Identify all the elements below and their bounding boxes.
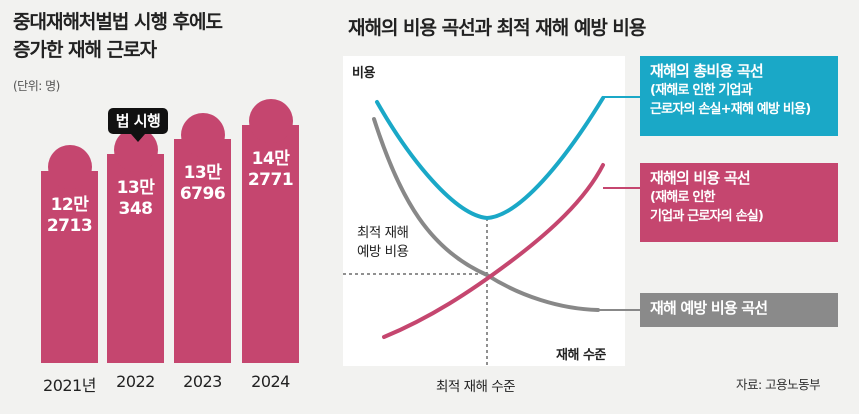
loss-cost-sub1: (재해로 인한	[650, 190, 715, 205]
optimal-cost-line1: 최적 재해	[357, 225, 409, 241]
bar-value-line2: 6796	[179, 183, 226, 204]
left-title-line1: 중대재해처벌법 시행 후에도	[13, 11, 223, 33]
bar-0	[41, 171, 98, 363]
total-cost-sub1: (재해로 인한 기업과	[650, 83, 753, 98]
prevention-cost-curve	[372, 117, 600, 312]
x-axis-label: 재해 수준	[556, 348, 606, 363]
law-badge: 법 시행	[108, 108, 168, 134]
bar-value-line2: 348	[118, 198, 154, 219]
loss-cost-title: 재해의 비용 곡선	[650, 169, 751, 187]
optimal-cost-label: 최적 재해 예방 비용	[357, 224, 409, 262]
source-label: 자료: 고용노동부	[736, 377, 821, 392]
bar-head-3	[248, 99, 293, 143]
year-label: 2022	[116, 372, 155, 391]
bar-value-line1: 14만	[251, 149, 290, 169]
optimal-cost-line2: 예방 비용	[357, 244, 409, 260]
year-label: 2024	[251, 372, 290, 391]
total-cost-curve	[375, 96, 605, 221]
bar-value-label: 12만 2713	[41, 195, 98, 237]
optimal-level-label: 최적 재해 수준	[436, 379, 516, 395]
bar-value-line1: 13만	[116, 177, 155, 198]
law-badge-pointer	[131, 134, 145, 142]
year-label: 2023	[183, 372, 222, 391]
bar-head-0	[47, 145, 92, 190]
total-cost-sub2: 근로자의 손실+재해 예방 비용)	[650, 102, 811, 117]
bar-value-line2: 2713	[46, 216, 93, 237]
prevention-cost-title: 재해 예방 비용 곡선	[650, 299, 768, 317]
year-label: 2021년	[43, 376, 96, 395]
left-title: 중대재해처벌법 시행 후에도 증가한 재해 근로자	[13, 8, 223, 64]
loss-cost-legend: 재해의 비용 곡선 (재해로 인한 기업과 근로자의 손실)	[640, 163, 838, 242]
bar-value-line1: 12만	[50, 195, 89, 216]
loss-cost-sub2: 기업과 근로자의 손실)	[650, 209, 764, 224]
bar-value-line2: 2771	[247, 170, 294, 190]
unit-label: (단위: 명)	[13, 79, 60, 93]
y-axis-label: 비용	[352, 66, 375, 81]
bar-value-label: 13만 6796	[174, 163, 231, 205]
prevention-cost-legend: 재해 예방 비용 곡선	[640, 293, 838, 327]
plot-area	[343, 56, 625, 366]
loss-cost-curve	[382, 163, 605, 339]
bar-value-label: 14만 2771	[242, 149, 299, 191]
bar-head-2	[180, 112, 225, 157]
bar-2	[174, 138, 231, 363]
total-cost-title: 재해의 총비용 곡선	[650, 62, 764, 80]
bar-3	[242, 125, 299, 363]
right-title: 재해의 비용 곡선과 최적 재해 예방 비용	[348, 17, 646, 39]
bar-value-line1: 13만	[183, 162, 222, 183]
bar-1	[107, 153, 164, 363]
left-title-line2: 증가한 재해 근로자	[13, 39, 157, 61]
bar-value-label: 13만 348	[107, 178, 164, 220]
total-cost-legend: 재해의 총비용 곡선 (재해로 인한 기업과 근로자의 손실+재해 예방 비용)	[640, 56, 838, 136]
law-badge-label: 법 시행	[115, 112, 161, 130]
